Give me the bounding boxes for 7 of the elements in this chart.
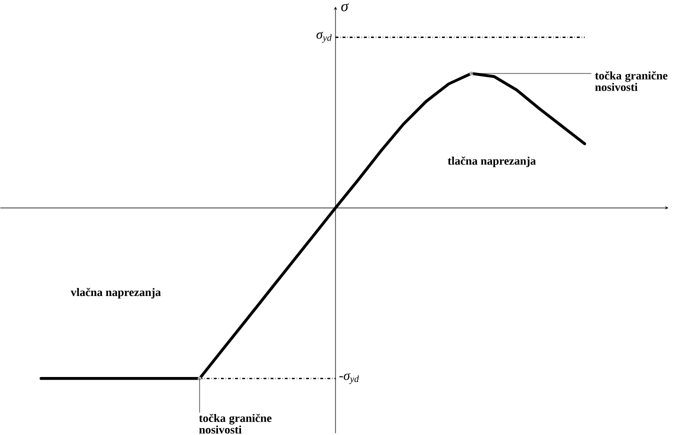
annotation: vlačna naprezanja	[70, 288, 161, 299]
ref-line-label: -σ$_{yd}$	[339, 373, 359, 384]
text: točka granične nosivosti	[199, 414, 272, 434]
ref-line-label: σ$_{yd}$	[316, 32, 332, 44]
annotation: tlačna naprezanja	[448, 156, 536, 168]
y-axis-title: σ	[341, 3, 349, 12]
annotation: točka granične nosivosti	[595, 72, 668, 92]
